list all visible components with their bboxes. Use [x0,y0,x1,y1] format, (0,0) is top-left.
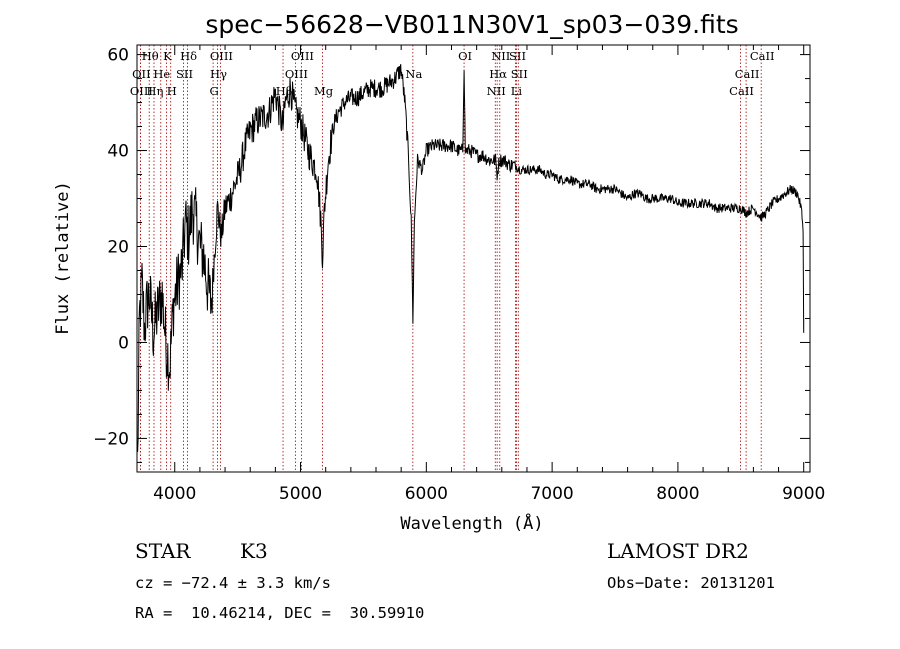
spectral-line-label: Hη [147,84,164,98]
spectral-line-label: Hδ [180,49,197,63]
spectral-line-label: CaII [735,67,760,81]
spectral-line-label: Hθ [142,49,159,63]
spectral-line-label: SII [176,67,193,81]
redshift-readout: cz = −72.4 ± 3.3 km/s [135,574,331,592]
x-tick-label: 9000 [782,484,825,504]
spectral-line-label: Hγ [210,67,227,81]
spectral-line-label: NII [487,84,506,98]
spectral-line-label: G [210,84,219,98]
spectral-line-label: Hβ [276,84,293,98]
chart-title: spec−56628−VB011N30V1_sp03−039.fits [205,10,738,39]
spectral-line-label: SII [511,67,528,81]
spectral-line-label: Li [511,84,523,98]
spectral-line-label: K [163,49,172,63]
coordinates-readout: RA = 10.46214, DEC = 30.59910 [135,604,425,622]
axis-tick-labels: 4000 5000 6000 7000 8000 9000 −20 0 20 40 60 [93,46,825,504]
spectral-line-markers [139,45,762,472]
y-tick-label: 0 [118,333,129,353]
spectral-line-label: Hα [489,67,507,81]
spectral-line-label: OIII [210,49,233,63]
survey-name: LAMOST DR2 [607,539,749,563]
spectral-line-label: He [153,67,170,81]
spectral-line-label: Na [405,67,422,81]
spectral-line-label: CaII [729,84,754,98]
axis-ticks [137,45,810,472]
spectral-line-label: Mg [314,84,334,98]
x-tick-label: 5000 [279,484,322,504]
spectral-line-label: NII [491,49,510,63]
plot-frame [136,44,811,473]
spectral-line-label: SII [509,49,526,63]
object-class: STAR [135,539,191,563]
object-subclass: K3 [240,539,268,563]
spectral-line-label: OI [458,49,472,63]
x-tick-label: 7000 [530,484,573,504]
y-tick-label: −20 [93,429,129,449]
x-tick-label: 8000 [656,484,699,504]
x-tick-label: 4000 [153,484,196,504]
y-axis-label: Flux (relative) [53,181,73,335]
spectral-line-label: OIII [130,84,153,98]
spectral-line-label: OIII [291,49,314,63]
y-tick-label: 20 [107,238,129,258]
spectrum-series [137,64,805,453]
x-tick-label: 6000 [405,484,448,504]
x-axis-label: Wavelength (Å) [400,512,543,534]
spectral-line-label: OIII [285,67,308,81]
spectrum-line [137,64,805,453]
observation-date: Obs−Date: 20131201 [607,574,775,592]
spectral-line-label: CaII [750,49,775,63]
y-tick-label: 60 [107,46,129,66]
y-tick-label: 40 [107,142,129,162]
spectral-line-label: H [167,84,177,98]
